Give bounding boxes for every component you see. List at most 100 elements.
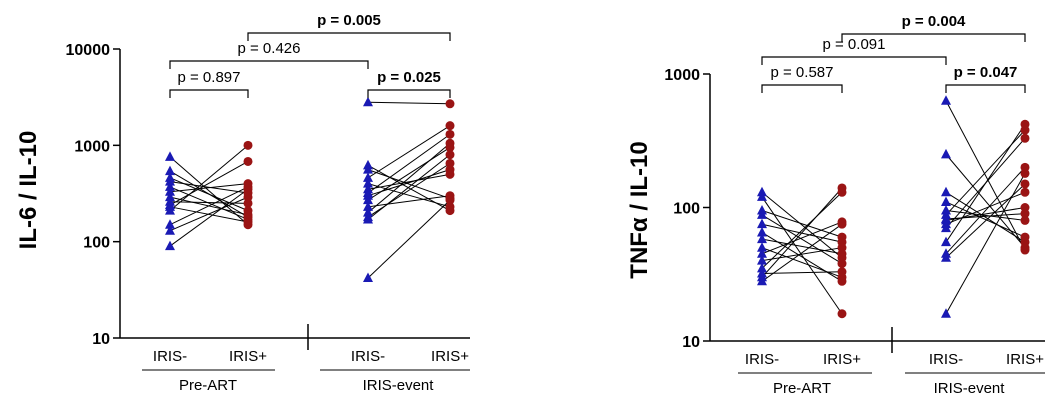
bracket-line (367, 89, 451, 98)
x-category-label: IRIS- (153, 348, 187, 365)
iris-plus-point (445, 195, 455, 205)
iris-plus-point (243, 156, 253, 166)
pair-line (169, 188, 249, 247)
pair-line (169, 156, 249, 226)
pair-line (945, 166, 1026, 255)
iris-plus-point (1020, 209, 1030, 219)
iris-minus-point (941, 186, 951, 197)
iris-plus-point (1020, 245, 1030, 255)
iris-minus-point (757, 209, 767, 219)
iris-minus-point (363, 201, 373, 211)
iris-minus-point (363, 96, 373, 107)
iris-plus-point (243, 198, 253, 208)
pair-line (169, 201, 249, 204)
iris-minus-point (757, 218, 767, 229)
pair-line (367, 195, 451, 208)
p-value-bracket: p = 0.005 (247, 12, 451, 41)
iris-plus-point (445, 150, 455, 160)
pair-line (945, 213, 1026, 220)
iris-minus-point (165, 240, 175, 251)
y-tick-label: 100 (673, 201, 700, 218)
iris-plus-point (243, 192, 253, 202)
iris-minus-point (165, 181, 175, 191)
pair-line (761, 209, 843, 238)
pair-line (367, 133, 451, 194)
iris-plus-point (837, 309, 847, 319)
pair-line (761, 196, 843, 315)
pair-line (169, 170, 249, 218)
pair-line (945, 191, 1026, 225)
pair-line (761, 232, 843, 282)
p-value-label: p = 0.426 (238, 40, 301, 57)
pair-line (945, 209, 1026, 221)
chart-il6-il10: IL-6 / IL-10 10 100 1000 10000 IRIS- IRIS+ IRIS… (15, 12, 470, 394)
bracket-line (761, 84, 843, 93)
iris-minus-point (363, 213, 373, 224)
bracket-line (945, 84, 1026, 93)
p-value-bracket: p = 0.004 (841, 13, 1026, 42)
y-tick-label: 10 (682, 334, 700, 351)
p-value-bracket: p = 0.025 (367, 69, 451, 98)
iris-plus-point (837, 219, 847, 229)
iris-minus-point (757, 255, 767, 265)
iris-minus-point (757, 242, 767, 252)
iris-plus-point (445, 142, 455, 152)
p-value-bracket: p = 0.047 (945, 64, 1026, 93)
chart-tnfa-il10: TNFα / IL-10 10 100 1000 IRIS- IRIS+ IRIS- IRIS… (626, 13, 1045, 394)
iris-plus-point (837, 187, 847, 197)
p-value-bracket: p = 0.091 (761, 36, 947, 65)
y-tick-label: 100 (83, 235, 110, 252)
p-value-label: p = 0.025 (377, 69, 441, 86)
iris-minus-point (165, 165, 175, 176)
x-group-label: Pre-ART (773, 380, 831, 394)
iris-minus-point (757, 275, 767, 286)
iris-minus-point (757, 226, 767, 237)
x-category-label: IRIS- (929, 351, 963, 368)
iris-plus-point (445, 99, 455, 109)
pair-line (367, 169, 451, 197)
iris-minus-point (941, 308, 951, 318)
p-value-bracket: p = 0.426 (169, 40, 369, 69)
pair-line (761, 223, 843, 243)
iris-minus-point (757, 191, 767, 201)
pair-line (367, 125, 451, 179)
iris-plus-point (445, 206, 455, 216)
pair-line (761, 187, 843, 278)
iris-minus-point (941, 148, 951, 159)
iris-minus-point (363, 172, 373, 182)
iris-plus-point (1020, 187, 1030, 197)
pair-line (761, 223, 843, 282)
pair-line (945, 100, 1026, 251)
y-axis-label: TNFα / IL-10 (626, 141, 653, 278)
pair-line (945, 129, 1026, 216)
x-group-label: Pre-ART (179, 377, 237, 394)
iris-minus-point (941, 222, 951, 233)
pair-line (761, 191, 843, 269)
pair-line (945, 201, 1026, 238)
iris-minus-point (363, 164, 373, 174)
pair-line (761, 191, 843, 259)
iris-minus-point (363, 194, 373, 205)
p-value-label: p = 0.004 (902, 13, 966, 30)
y-tick-label: 1000 (74, 138, 110, 155)
pair-line (761, 238, 843, 255)
bracket-line (841, 33, 1026, 42)
iris-minus-point (941, 252, 951, 262)
pair-line (761, 247, 843, 262)
iris-plus-point (445, 158, 455, 168)
x-category-label: IRIS+ (431, 348, 469, 365)
pair-line (761, 214, 843, 265)
iris-plus-point (1020, 125, 1030, 135)
p-value-label: p = 0.091 (823, 36, 886, 53)
iris-plus-point (1020, 168, 1030, 178)
y-axis-label: IL-6 / IL-10 (15, 131, 42, 250)
x-group-label: IRIS-event (363, 377, 435, 394)
p-value-label: p = 0.587 (771, 64, 834, 81)
pair-line (945, 191, 1026, 243)
iris-minus-point (165, 219, 175, 229)
iris-minus-point (165, 186, 175, 196)
pair-line (367, 173, 451, 190)
p-value-bracket: p = 0.897 (169, 69, 249, 98)
pair-line (367, 142, 451, 214)
